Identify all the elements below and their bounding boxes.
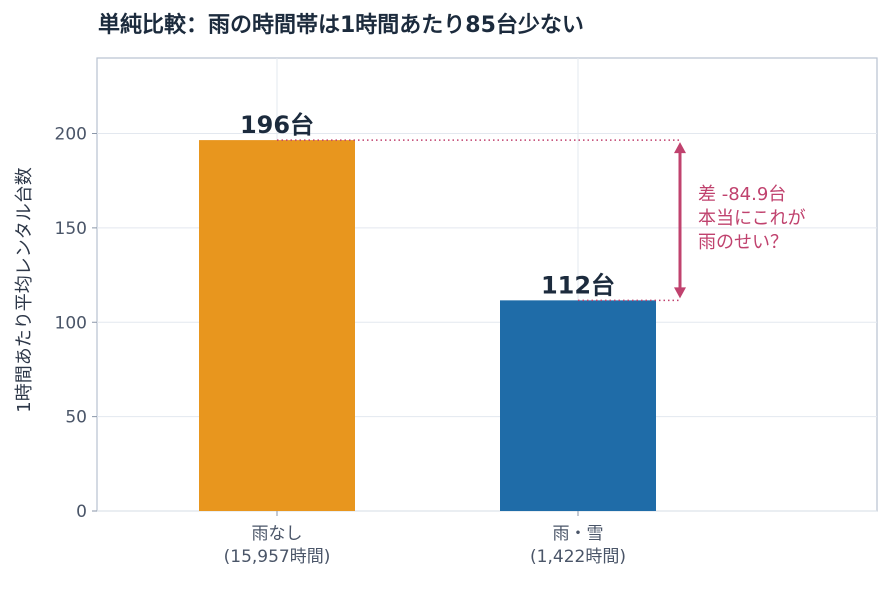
x-tick-label: 雨・雪 <box>553 524 604 544</box>
y-axis-label: 1時間あたり平均レンタル台数 <box>14 167 35 412</box>
y-tick-label: 0 <box>76 502 87 522</box>
annotation-text: 本当にこれが <box>698 208 806 229</box>
bar-value-label: 112台 <box>541 271 615 299</box>
difference-arrow-head-up <box>674 142 686 154</box>
y-tick-label: 200 <box>55 125 87 145</box>
x-tick-label: 雨なし <box>252 524 303 544</box>
chart-title: 単純比較：雨の時間帯は1時間あたり85台少ない <box>98 12 584 38</box>
annotation-text: 雨のせい？ <box>698 232 788 253</box>
bar-value-label: 196台 <box>240 111 314 139</box>
annotation-text: 差 -84.9台 <box>698 184 786 205</box>
y-tick-label: 100 <box>55 313 87 333</box>
y-tick-label: 150 <box>55 219 87 239</box>
x-tick-sublabel: (15,957時間) <box>224 547 331 567</box>
bar <box>199 140 355 511</box>
difference-arrow-head-down <box>674 287 686 299</box>
y-tick-label: 50 <box>65 408 87 428</box>
x-tick-sublabel: (1,422時間) <box>530 547 626 567</box>
axis-ticks: 0 50 100 150 200 雨なし (15,957時間) 雨・雪 (1,422時間) <box>55 125 626 568</box>
bar <box>500 300 656 511</box>
bars: 196台 112台 <box>199 111 656 511</box>
